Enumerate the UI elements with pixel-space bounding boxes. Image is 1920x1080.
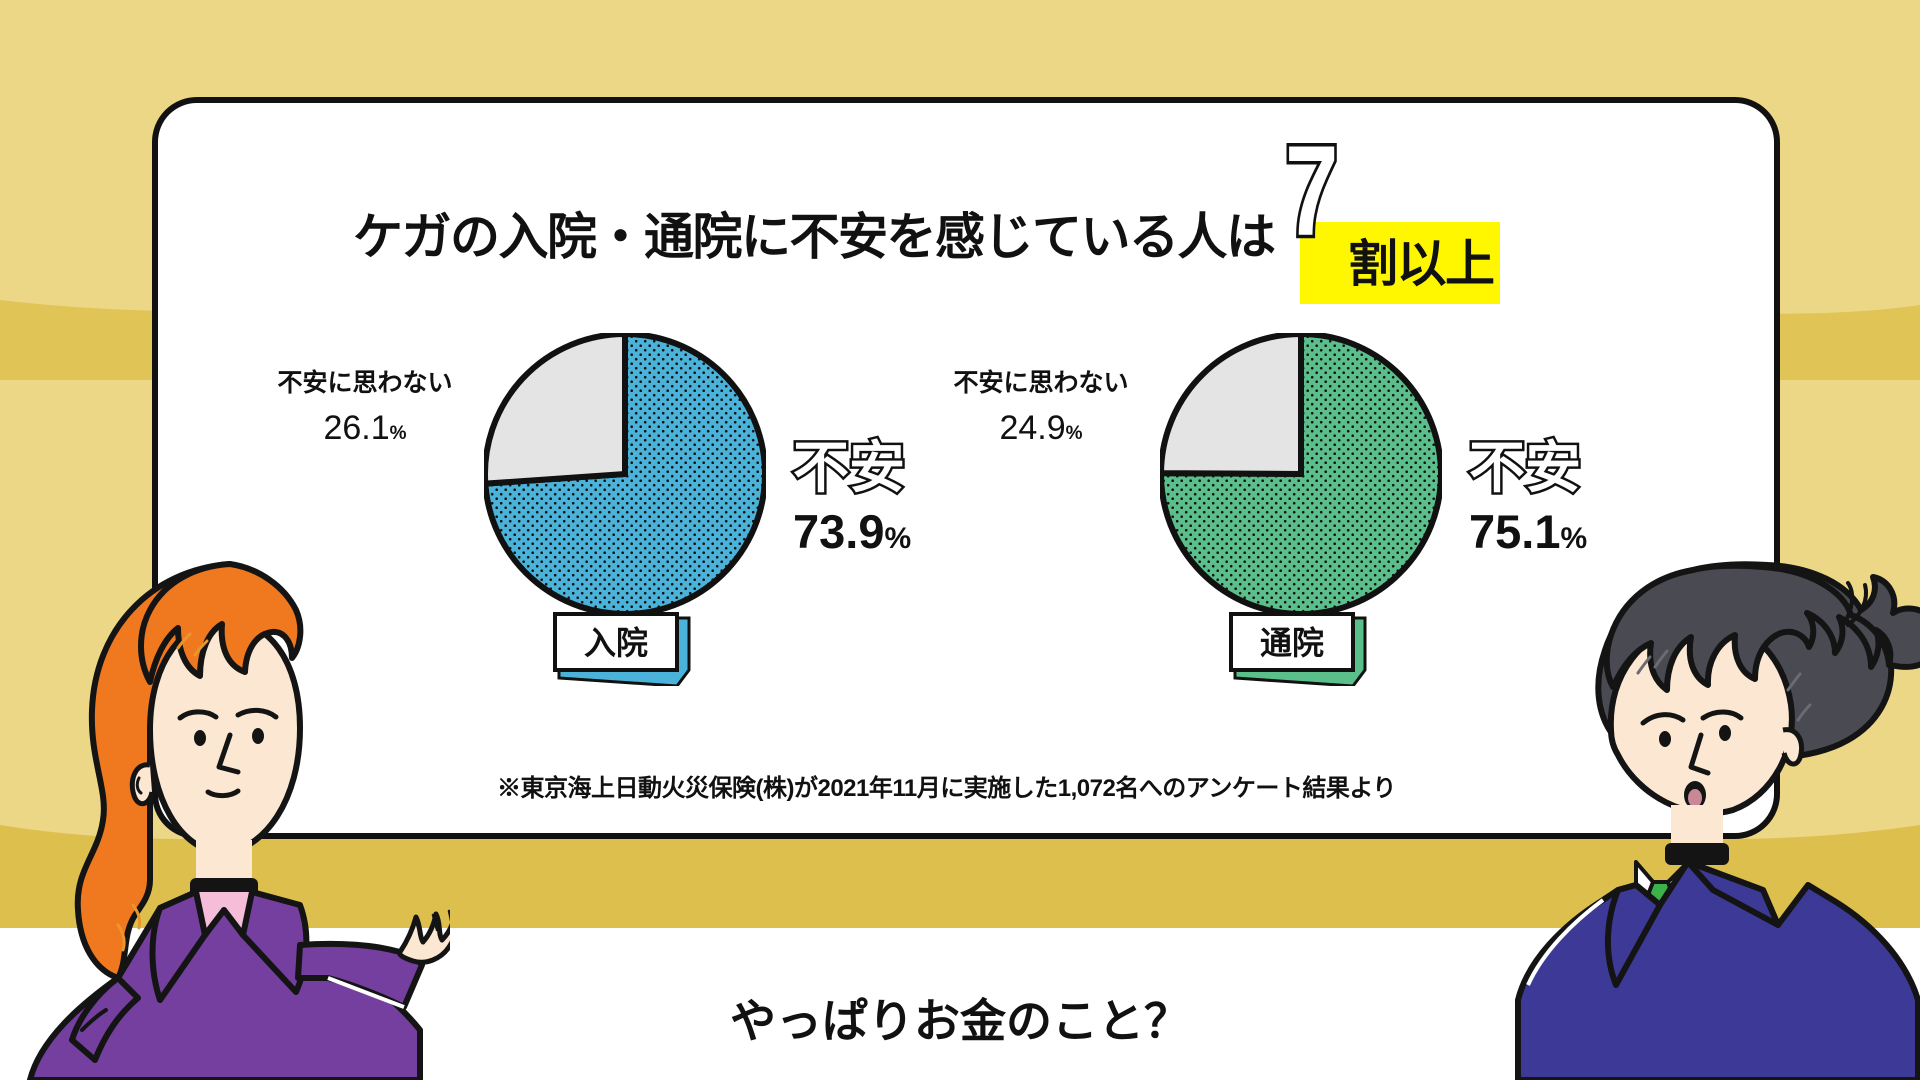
svg-text:入院: 入院 xyxy=(584,625,648,661)
svg-text:通院: 通院 xyxy=(1260,625,1324,661)
